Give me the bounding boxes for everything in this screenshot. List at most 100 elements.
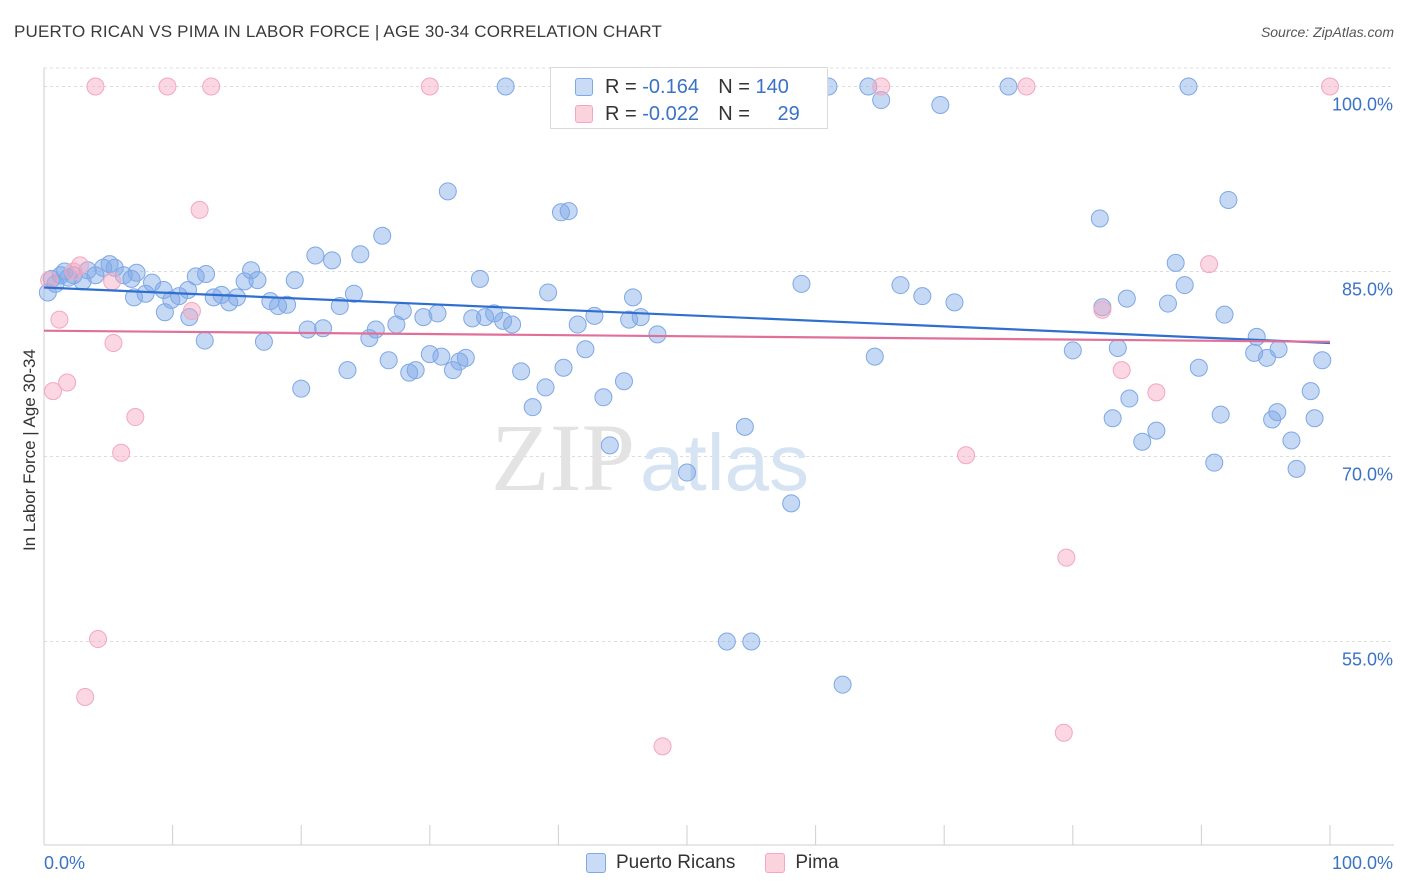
data-point (1305, 409, 1324, 428)
data-point (197, 264, 216, 283)
data-point (678, 463, 696, 482)
data-point (872, 91, 891, 110)
pima-points (40, 77, 1339, 756)
data-point (1205, 453, 1224, 472)
data-point (631, 308, 650, 327)
data-point (456, 348, 475, 367)
data-point (44, 382, 63, 401)
y-tick-label: 55.0% (1342, 650, 1393, 670)
data-point (1301, 382, 1320, 401)
data-point (373, 226, 392, 245)
data-point (1090, 209, 1109, 228)
gridlines (44, 67, 1394, 642)
data-point (620, 310, 639, 329)
data-point (1147, 383, 1166, 402)
data-point (859, 77, 878, 96)
data-point (999, 77, 1018, 96)
data-point (89, 630, 108, 649)
puerto-ricans-swatch (586, 853, 606, 873)
r-value: -0.164 (642, 75, 699, 98)
data-point (1215, 305, 1234, 324)
data-point (393, 301, 412, 320)
data-point (379, 351, 398, 370)
data-point (648, 325, 667, 344)
data-point (1147, 421, 1166, 440)
data-point (945, 293, 964, 312)
n-value: 29 (777, 102, 800, 125)
data-point (366, 320, 385, 339)
data-point (1287, 459, 1306, 478)
data-point (40, 271, 59, 290)
data-point (1112, 361, 1131, 380)
data-point (614, 372, 633, 391)
data-point (103, 272, 122, 291)
data-point (344, 284, 363, 303)
data-point (71, 256, 90, 275)
legend-row-puerto-ricans: R = -0.164 N = 140 (575, 74, 789, 100)
legend-item-puerto-ricans: Puerto Ricans (586, 852, 735, 874)
data-point (86, 77, 105, 96)
data-point (503, 315, 522, 334)
r-label: R = (605, 102, 637, 125)
data-point (1247, 327, 1266, 346)
y-tick-label: 100.0% (1332, 95, 1393, 115)
data-point (891, 276, 910, 295)
data-point (600, 436, 619, 455)
data-point (76, 688, 95, 706)
data-point (1093, 300, 1112, 319)
puerto-ricans-trend-line (43, 286, 1331, 345)
watermark-zip: ZIP (491, 404, 635, 511)
data-point (1200, 255, 1219, 274)
data-point (136, 284, 155, 303)
watermark: ZIP atlas (491, 404, 809, 511)
data-point (112, 443, 131, 462)
data-point (323, 251, 342, 270)
data-point (653, 737, 672, 756)
puerto-ricans-points (38, 77, 1332, 694)
data-point (1211, 405, 1230, 424)
data-point (1175, 276, 1194, 295)
data-point (1054, 723, 1073, 742)
data-point (438, 182, 457, 201)
chart-title: PUERTO RICAN VS PIMA IN LABOR FORCE | AG… (14, 22, 663, 41)
data-point (155, 303, 174, 322)
data-point (235, 272, 254, 291)
data-point (865, 347, 884, 366)
data-point (551, 203, 570, 222)
data-point (559, 202, 578, 221)
data-point (306, 246, 325, 265)
data-point (248, 271, 267, 290)
data-point (1017, 77, 1036, 96)
data-point (623, 288, 642, 307)
data-point (278, 295, 297, 314)
data-point (485, 304, 504, 323)
data-point (58, 373, 77, 392)
r-value: -0.022 (642, 102, 699, 125)
puerto-ricans-swatch (575, 78, 593, 96)
source-label: Source: ZipAtlas.com (1260, 24, 1394, 40)
data-point (913, 287, 932, 306)
data-point (512, 362, 531, 381)
data-point (494, 311, 513, 330)
data-point (1108, 338, 1127, 357)
data-point (202, 77, 221, 96)
data-point (64, 266, 83, 285)
data-point (104, 334, 123, 353)
data-point (195, 331, 214, 350)
data-point (1321, 77, 1339, 96)
data-point (190, 200, 209, 219)
data-point (414, 308, 433, 327)
legend-item-pima: Pima (765, 852, 839, 874)
data-point (931, 96, 950, 114)
data-point (1313, 351, 1332, 370)
data-point (50, 310, 69, 329)
data-point (154, 281, 173, 299)
data-point (717, 632, 736, 651)
data-point (125, 288, 144, 307)
data-point (254, 332, 273, 351)
data-point (330, 297, 349, 316)
data-point (428, 304, 447, 323)
data-point (1282, 431, 1301, 450)
data-point (539, 283, 558, 302)
